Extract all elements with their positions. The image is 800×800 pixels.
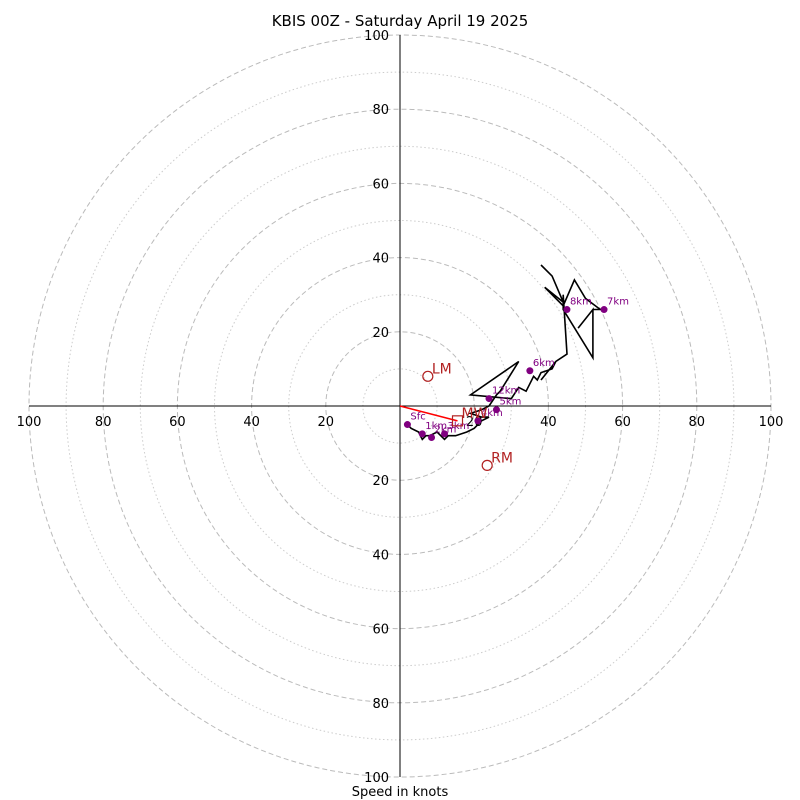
y-tick-label: 80 [372, 103, 389, 118]
y-tick-label: 60 [372, 177, 389, 192]
height-label-Sfc: Sfc [410, 412, 425, 423]
height-label-8km: 8km [570, 297, 592, 308]
height-marker-Sfc [403, 421, 411, 429]
x-tick-label: 40 [243, 415, 260, 430]
x-tick-label: 80 [689, 415, 706, 430]
x-axis-label: Speed in knots [352, 785, 449, 800]
height-label-1km: 1km [425, 421, 447, 432]
storm-motion-label-RM: RM [491, 450, 513, 466]
hodograph-trace [406, 264, 604, 441]
y-tick-label: 40 [372, 548, 389, 563]
x-tick-label: 100 [759, 415, 784, 430]
tick-labels: 1001008080606040402020202040406060808010… [17, 29, 784, 786]
height-marker-2km [428, 434, 436, 442]
height-label-7km: 7km [607, 297, 629, 308]
chart-title: KBIS 00Z - Saturday April 19 2025 [272, 12, 529, 30]
x-tick-label: 60 [614, 415, 631, 430]
height-marker-7km [600, 306, 608, 314]
x-tick-label: 60 [169, 415, 186, 430]
height-marker-12km [485, 395, 493, 403]
hodograph-line [406, 264, 604, 441]
y-tick-label: 20 [372, 326, 389, 341]
y-tick-label: 20 [372, 474, 389, 489]
storm-motion-marker-RM [481, 459, 493, 471]
height-label-12km: 12km [492, 386, 520, 397]
height-marker-4km [474, 417, 482, 425]
storm-motion-markers: LM RM MW [422, 361, 513, 471]
height-label-4km: 4km [481, 408, 503, 419]
storm-motion-label-MW: MW [462, 406, 488, 422]
height-label-5km: 5km [499, 397, 521, 408]
height-marker-1km [418, 430, 426, 438]
storm-motion-label-LM: LM [432, 361, 452, 377]
y-tick-label: 100 [364, 29, 389, 44]
y-tick-label: 60 [372, 623, 389, 638]
height-marker-8km [563, 306, 571, 314]
height-label-6km: 6km [533, 358, 555, 369]
y-tick-label: 40 [372, 252, 389, 267]
x-tick-label: 100 [17, 415, 42, 430]
height-marker-3km [441, 430, 449, 438]
height-marker-5km [492, 406, 500, 414]
height-label-2km: 2km [435, 425, 457, 436]
height-marker-6km [526, 367, 534, 375]
y-tick-label: 80 [372, 697, 389, 712]
shear-vector-line [399, 405, 458, 422]
shear-vector [399, 405, 458, 422]
storm-motion-marker-MW [451, 415, 464, 427]
x-tick-label: 40 [540, 415, 557, 430]
x-tick-label: 20 [318, 415, 335, 430]
x-tick-label: 80 [95, 415, 112, 430]
y-tick-label: 100 [364, 771, 389, 786]
storm-motion-marker-LM [422, 370, 434, 382]
